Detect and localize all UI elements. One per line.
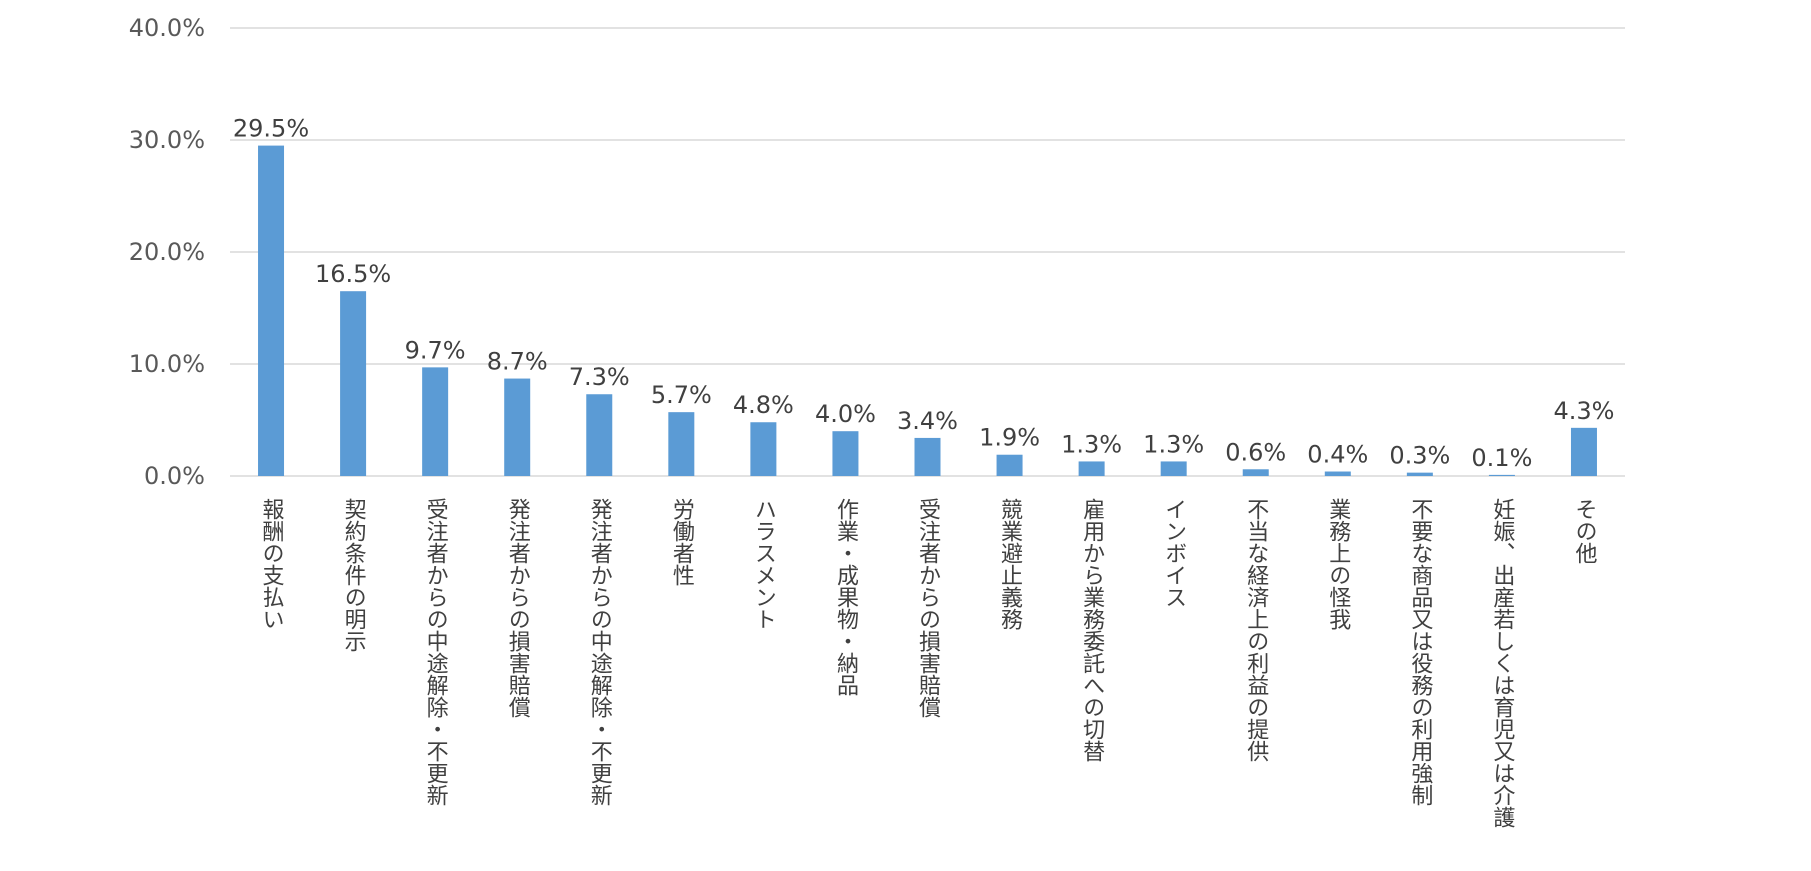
bar <box>1160 461 1187 476</box>
data-label: 3.4% <box>897 407 958 435</box>
x-category-label: 雇用から業務委託への切替 <box>1079 498 1105 762</box>
data-label: 4.8% <box>733 391 794 419</box>
bar <box>996 454 1023 476</box>
data-label: 8.7% <box>487 348 548 376</box>
bar <box>1570 427 1597 476</box>
bar <box>832 431 859 476</box>
x-category-label: 妊娠、出産若しくは育児又は介護 <box>1489 498 1515 828</box>
y-tick-label: 20.0% <box>129 238 205 266</box>
data-label: 0.3% <box>1389 442 1450 470</box>
data-label: 1.3% <box>1143 430 1204 458</box>
bar <box>914 437 941 476</box>
data-label: 4.0% <box>815 400 876 428</box>
bar <box>422 367 449 476</box>
data-label: 16.5% <box>315 260 391 288</box>
bar <box>258 145 285 476</box>
x-category-label: 発注者からの損害賠償 <box>505 498 531 718</box>
data-label: 29.5% <box>233 115 309 143</box>
x-category-label: その他 <box>1571 498 1597 564</box>
data-labels: 29.5% 16.5% 9.7% 8.7% 7.3% 5.7% 4.8% 4.0% 3.4% 1.… <box>233 115 1615 472</box>
bar <box>750 422 777 476</box>
x-category-label: 競業避止義務 <box>997 498 1023 630</box>
data-label: 1.9% <box>979 424 1040 452</box>
x-category-label: 不当な経済上の利益の提供 <box>1243 498 1269 762</box>
data-label: 7.3% <box>569 363 630 391</box>
x-category-label: 契約条件の明示 <box>341 498 367 652</box>
y-tick-label: 10.0% <box>129 350 205 378</box>
gridlines <box>230 27 1625 477</box>
data-label: 0.1% <box>1471 444 1532 472</box>
data-label: 4.3% <box>1553 397 1614 425</box>
x-axis-category-labels: 報酬の支払い 契約条件の明示 受注者からの中途解除・不更新 発注者からの損害賠償 発注者… <box>259 498 1598 828</box>
bar <box>668 412 695 476</box>
x-category-label: 発注者からの中途解除・不更新 <box>587 498 613 806</box>
x-category-label: 報酬の支払い <box>259 498 285 630</box>
bar <box>1406 472 1433 476</box>
y-tick-label: 40.0% <box>129 14 205 42</box>
data-label: 9.7% <box>405 336 466 364</box>
y-tick-label: 30.0% <box>129 126 205 154</box>
bar <box>340 291 367 476</box>
x-category-label: 不要な商品又は役務の利用強制 <box>1407 498 1433 806</box>
data-label: 5.7% <box>651 381 712 409</box>
data-label: 0.6% <box>1225 438 1286 466</box>
bar <box>1242 469 1269 476</box>
bar <box>1488 474 1515 476</box>
data-label: 0.4% <box>1307 441 1368 469</box>
bar <box>1324 471 1351 476</box>
bar <box>504 378 531 476</box>
bars <box>258 145 1597 476</box>
x-category-label: ハラスメント <box>751 498 776 630</box>
y-tick-label: 0.0% <box>144 462 205 490</box>
x-category-label: 労働者性 <box>669 498 695 586</box>
x-category-label: 作業・成果物・納品 <box>833 498 859 696</box>
x-category-label: 受注者からの損害賠償 <box>915 498 941 718</box>
x-category-label: インボイス <box>1161 498 1186 608</box>
y-axis-tick-labels: 0.0% 10.0% 20.0% 30.0% 40.0% <box>129 14 205 490</box>
bar <box>1078 461 1105 476</box>
x-category-label: 業務上の怪我 <box>1325 498 1351 630</box>
bar <box>586 394 613 476</box>
data-label: 1.3% <box>1061 430 1122 458</box>
x-category-label: 受注者からの中途解除・不更新 <box>423 498 449 806</box>
